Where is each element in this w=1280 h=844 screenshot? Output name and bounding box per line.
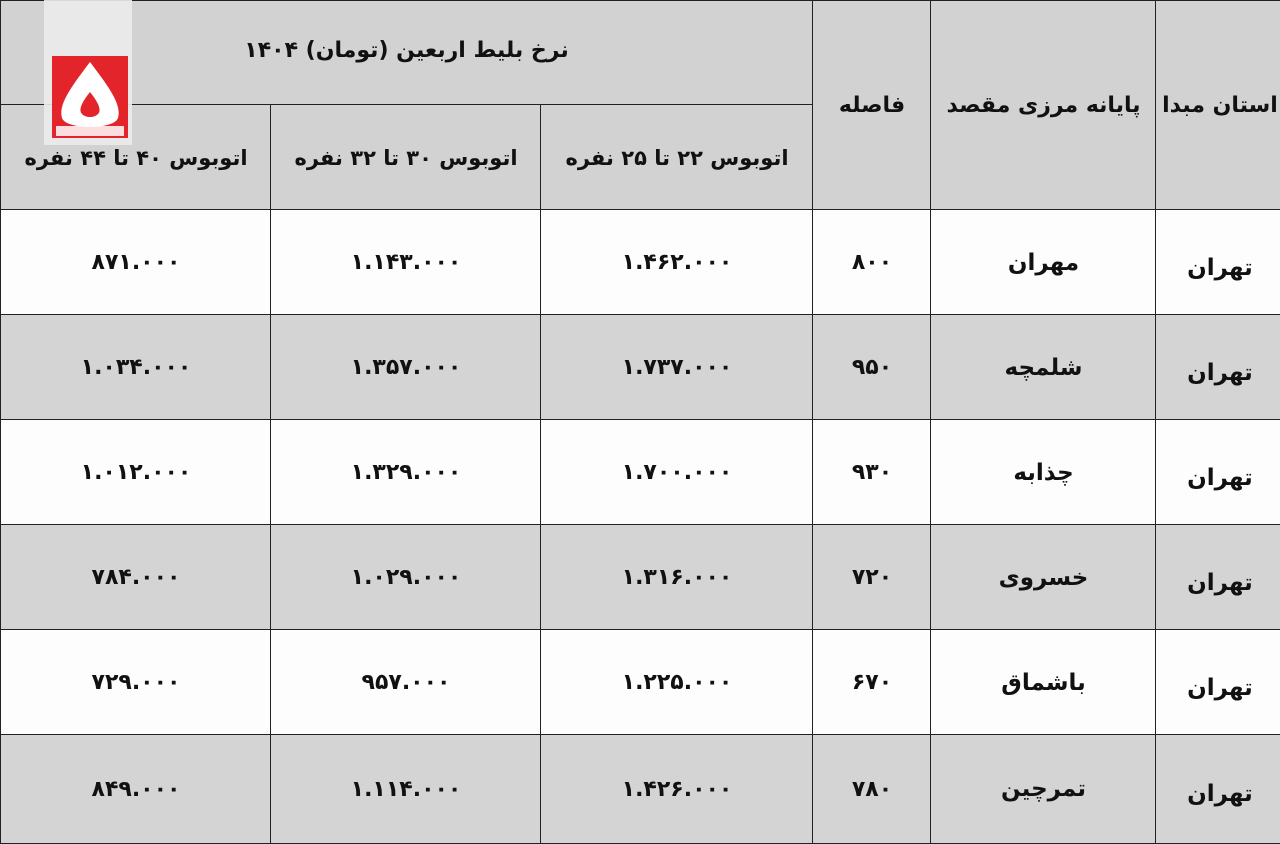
cell-bus-40-44: ۷۸۴.۰۰۰ — [0, 524, 272, 631]
cell-bus-40-44: ۱.۰۱۲.۰۰۰ — [0, 419, 272, 526]
cell-distance: ۶۷۰ — [812, 629, 932, 736]
header-bus-22-25: اتوبوس ۲۲ تا ۲۵ نفره — [540, 104, 814, 211]
cell-bus-30-32: ۱.۳۵۷.۰۰۰ — [270, 314, 542, 421]
cell-destination: تمرچین — [930, 734, 1157, 844]
cell-bus-40-44: ۸۴۹.۰۰۰ — [0, 734, 272, 844]
header-destination: پایانه مرزی مقصد — [930, 0, 1157, 211]
cell-bus-30-32: ۱.۳۲۹.۰۰۰ — [270, 419, 542, 526]
cell-bus-22-25: ۱.۴۶۲.۰۰۰ — [540, 209, 814, 316]
logo — [44, 0, 132, 145]
cell-distance: ۹۵۰ — [812, 314, 932, 421]
cell-bus-22-25: ۱.۷۳۷.۰۰۰ — [540, 314, 814, 421]
cell-distance: ۸۰۰ — [812, 209, 932, 316]
cell-destination: خسروی — [930, 524, 1157, 631]
cell-bus-40-44: ۷۲۹.۰۰۰ — [0, 629, 272, 736]
cell-distance: ۹۳۰ — [812, 419, 932, 526]
header-distance: فاصله — [812, 0, 932, 211]
cell-bus-30-32: ۹۵۷.۰۰۰ — [270, 629, 542, 736]
cell-destination: باشماق — [930, 629, 1157, 736]
header-bus-30-32: اتوبوس ۳۰ تا ۳۲ نفره — [270, 104, 542, 211]
cell-bus-30-32: ۱.۱۱۴.۰۰۰ — [270, 734, 542, 844]
cell-bus-30-32: ۱.۰۲۹.۰۰۰ — [270, 524, 542, 631]
logo-icon — [52, 56, 128, 138]
cell-destination: چذابه — [930, 419, 1157, 526]
cell-origin: تهران — [1155, 209, 1280, 316]
cell-bus-22-25: ۱.۴۲۶.۰۰۰ — [540, 734, 814, 844]
cell-distance: ۷۸۰ — [812, 734, 932, 844]
cell-bus-22-25: ۱.۷۰۰.۰۰۰ — [540, 419, 814, 526]
cell-origin: تهران — [1155, 524, 1280, 631]
header-title: نرخ بلیط اربعین (تومان) ۱۴۰۴ — [0, 0, 813, 106]
cell-origin: تهران — [1155, 629, 1280, 736]
cell-distance: ۷۲۰ — [812, 524, 932, 631]
cell-bus-30-32: ۱.۱۴۳.۰۰۰ — [270, 209, 542, 316]
header-bus-40-44: اتوبوس ۴۰ تا ۴۴ نفره — [0, 104, 272, 211]
cell-bus-22-25: ۱.۲۲۵.۰۰۰ — [540, 629, 814, 736]
cell-destination: مهران — [930, 209, 1157, 316]
cell-origin: تهران — [1155, 314, 1280, 421]
cell-bus-40-44: ۸۷۱.۰۰۰ — [0, 209, 272, 316]
cell-bus-22-25: ۱.۳۱۶.۰۰۰ — [540, 524, 814, 631]
cell-origin: تهران — [1155, 419, 1280, 526]
cell-origin: تهران — [1155, 734, 1280, 844]
cell-bus-40-44: ۱.۰۳۴.۰۰۰ — [0, 314, 272, 421]
header-origin: استان مبدا — [1155, 0, 1280, 211]
cell-destination: شلمچه — [930, 314, 1157, 421]
